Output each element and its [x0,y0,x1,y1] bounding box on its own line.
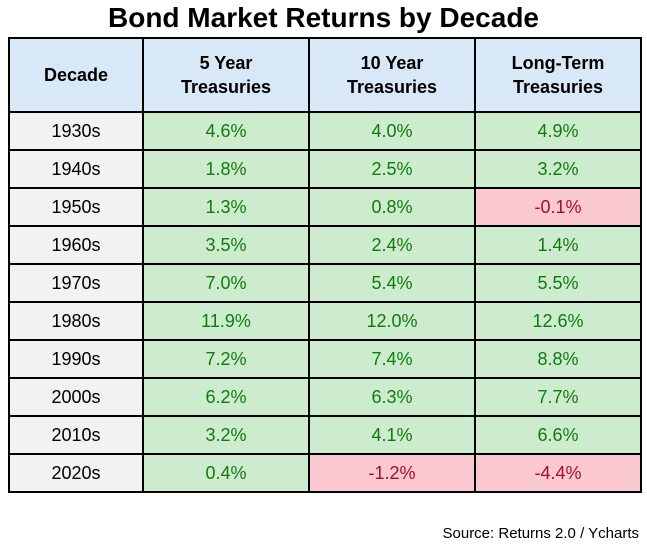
source-attribution: Source: Returns 2.0 / Ycharts [442,525,640,542]
table-row: 1980s 11.9% 12.0% 12.6% [8,301,642,341]
decade-cell: 1960s [8,225,144,265]
table-body: 1930s 4.6% 4.0% 4.9% 1940s 1.8% 2.5% 3.2% 1950s 1… [8,111,642,493]
return-cell-positive: 11.9% [142,301,310,341]
table-row: 1940s 1.8% 2.5% 3.2% [8,149,642,189]
table-row: 1990s 7.2% 7.4% 8.8% [8,339,642,379]
return-cell-positive: 5.4% [308,263,476,303]
column-header-5-year-treasuries: 5 Year Treasuries [142,37,310,113]
column-header-decade: Decade [8,37,144,113]
decade-cell: 2010s [8,415,144,455]
header-row: Decade 5 Year Treasuries 10 Year Treasur… [8,37,642,113]
column-header-long-term-treasuries: Long-Term Treasuries [474,37,642,113]
table-row: 1950s 1.3% 0.8% -0.1% [8,187,642,227]
return-cell-positive: 3.2% [474,149,642,189]
returns-table: Decade 5 Year Treasuries 10 Year Treasur… [8,37,642,493]
return-cell-positive: 3.2% [142,415,310,455]
decade-cell: 1990s [8,339,144,379]
decade-cell: 1980s [8,301,144,341]
return-cell-positive: 8.8% [474,339,642,379]
return-cell-positive: 5.5% [474,263,642,303]
return-cell-negative: -0.1% [474,187,642,227]
return-cell-positive: 7.0% [142,263,310,303]
return-cell-positive: 7.2% [142,339,310,379]
return-cell-positive: 4.0% [308,111,476,151]
return-cell-positive: 4.6% [142,111,310,151]
table-row: 2000s 6.2% 6.3% 7.7% [8,377,642,417]
decade-cell: 1970s [8,263,144,303]
return-cell-positive: 6.3% [308,377,476,417]
decade-cell: 2000s [8,377,144,417]
table-row: 1970s 7.0% 5.4% 5.5% [8,263,642,303]
decade-cell: 1930s [8,111,144,151]
return-cell-positive: 12.0% [308,301,476,341]
return-cell-positive: 0.4% [142,453,310,493]
return-cell-positive: 6.2% [142,377,310,417]
return-cell-positive: 3.5% [142,225,310,265]
return-cell-negative: -4.4% [474,453,642,493]
return-cell-negative: -1.2% [308,453,476,493]
return-cell-positive: 2.5% [308,149,476,189]
column-header-10-year-treasuries: 10 Year Treasuries [308,37,476,113]
decade-cell: 1950s [8,187,144,227]
return-cell-positive: 7.4% [308,339,476,379]
return-cell-positive: 0.8% [308,187,476,227]
return-cell-positive: 4.1% [308,415,476,455]
return-cell-positive: 1.3% [142,187,310,227]
return-cell-positive: 4.9% [474,111,642,151]
table-row: 2020s 0.4% -1.2% -4.4% [8,453,642,493]
return-cell-positive: 12.6% [474,301,642,341]
return-cell-positive: 7.7% [474,377,642,417]
table-row: 1960s 3.5% 2.4% 1.4% [8,225,642,265]
return-cell-positive: 6.6% [474,415,642,455]
table-row: 2010s 3.2% 4.1% 6.6% [8,415,642,455]
page-title: Bond Market Returns by Decade [108,2,539,33]
return-cell-positive: 1.4% [474,225,642,265]
return-cell-positive: 1.8% [142,149,310,189]
return-cell-positive: 2.4% [308,225,476,265]
table-header: Decade 5 Year Treasuries 10 Year Treasur… [8,37,642,113]
decade-cell: 1940s [8,149,144,189]
table-row: 1930s 4.6% 4.0% 4.9% [8,111,642,151]
decade-cell: 2020s [8,453,144,493]
